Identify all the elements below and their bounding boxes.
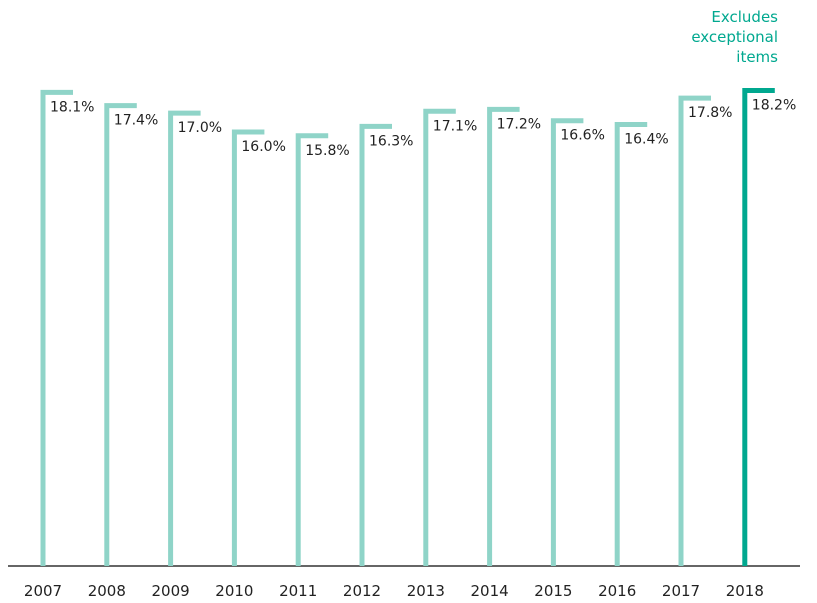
x-tick-label: 2011 [279,582,317,600]
bar [742,88,775,566]
annotation: exceptional [691,28,778,46]
bar [359,123,392,566]
value-label: 16.3% [369,133,413,149]
x-tick-label: 2007 [24,582,62,600]
bar [231,129,265,566]
x-tick-label: 2009 [152,582,190,600]
bar [678,95,711,566]
value-label: 16.6% [560,128,604,144]
value-label: 15.8% [305,143,349,159]
x-tick-label: 2012 [343,582,381,600]
value-label: 16.0% [241,139,285,155]
x-tick-label: 2018 [726,582,764,600]
value-label: 17.4% [114,113,158,129]
bar [614,121,648,566]
x-tick-label: 2015 [534,582,572,600]
x-tick-label: 2010 [215,582,253,600]
bar [104,103,137,566]
x-tick-label: 2016 [598,582,636,600]
x-tick-label: 2013 [407,582,445,600]
bar [40,89,73,566]
value-label: 17.0% [178,120,222,136]
bar [295,133,329,566]
bar [550,118,584,566]
value-label: 16.4% [624,131,668,147]
value-label: 18.1% [50,99,94,115]
x-tick-label: 2017 [662,582,700,600]
x-tick-label: 2014 [471,582,509,600]
bar [168,110,201,566]
value-label: 17.8% [688,105,732,121]
bar [487,106,520,566]
annotation: items [736,48,778,66]
x-tick-label: 2008 [88,582,126,600]
bar [423,108,456,566]
annotation: Excludes [711,8,778,26]
value-label: 18.2% [752,98,796,114]
value-label: 17.1% [433,118,477,134]
value-label: 17.2% [497,116,541,132]
